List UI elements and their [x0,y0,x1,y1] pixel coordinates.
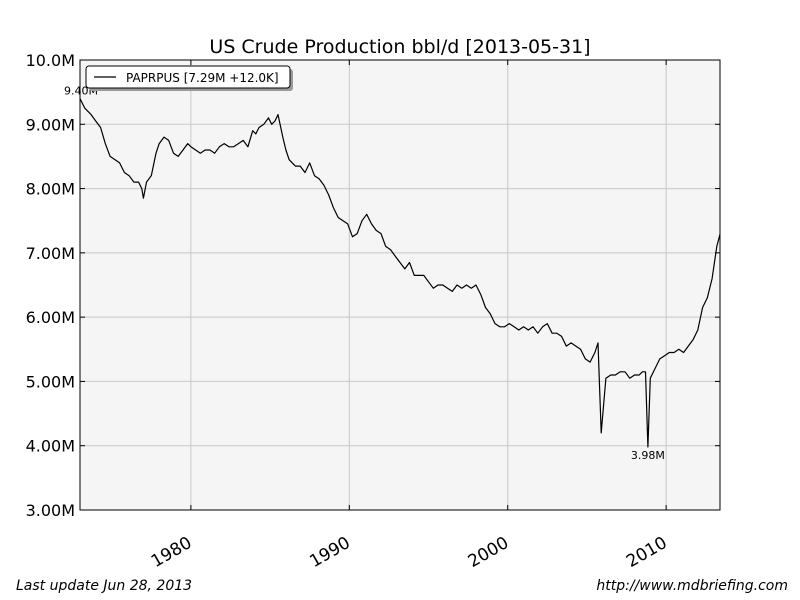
legend-box [85,65,291,89]
legend-label: PAPRPUS [7.29M +12.0K] [126,71,279,85]
chart-title: US Crude Production bbl/d [2013-05-31] [209,36,590,58]
y-tick-label: 7.00M [26,244,75,263]
y-tick-label: 10.0M [26,51,75,70]
y-tick-label: 9.00M [26,115,75,134]
source-url-link[interactable]: http://www.mdbriefing.com [596,578,788,594]
plot-frame [79,59,721,511]
x-tick-label: 1980 [148,533,195,572]
y-tick-label: 8.00M [26,180,75,199]
last-update-text: Last update Jun 28, 2013 [16,578,193,594]
plot-area [80,60,720,510]
series-group [79,98,721,448]
x-tick-label: 2010 [623,533,670,572]
series-line-paprpus [79,98,721,448]
y-tick-label: 6.00M [26,308,75,327]
x-tick-label: 1990 [306,533,353,572]
y-tick-label: 5.00M [26,372,75,391]
y-tick-label: 3.00M [26,501,75,520]
min-value-annotation: 3.98M [631,449,665,462]
x-tick-label: 2000 [465,533,512,572]
legend: PAPRPUS [7.29M +12.0K] [85,65,293,91]
grid [80,60,720,510]
y-tick-label: 4.00M [26,437,75,456]
